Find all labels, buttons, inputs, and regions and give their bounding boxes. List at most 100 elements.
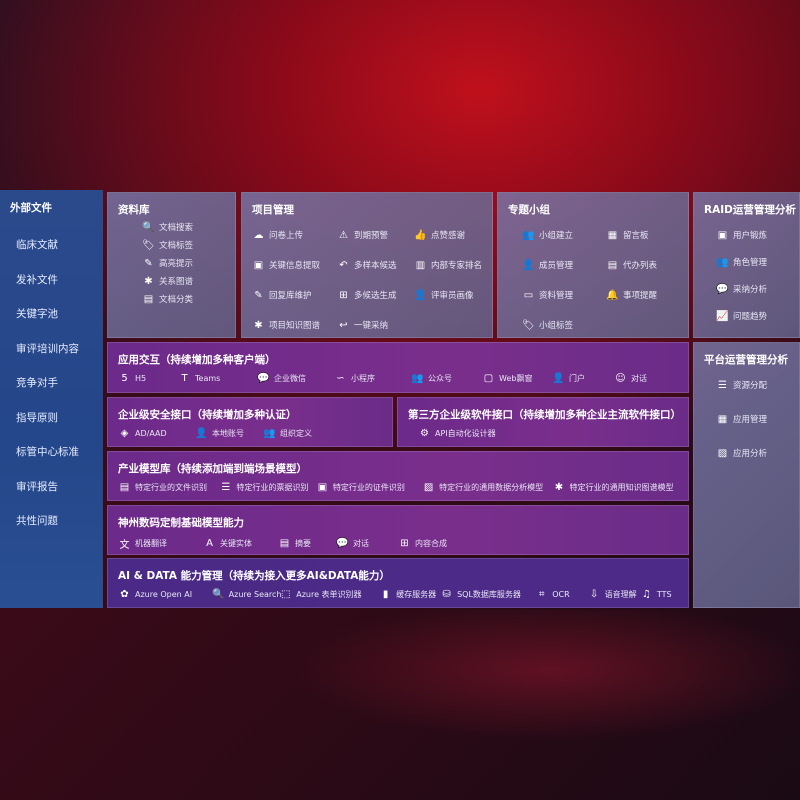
feature-reply-all[interactable]: ↶ 多样本候选 [337, 259, 397, 272]
feature-label: 特定行业的证件识别 [332, 483, 405, 492]
feature-receipt[interactable]: ☰ 特定行业的票据识别 [219, 482, 316, 493]
feature-clipboard[interactable]: ▤ 代办列表 [606, 259, 657, 272]
window-icon: ▢ [483, 373, 494, 384]
sidebar-item[interactable]: 发补文件 [16, 273, 58, 286]
feature-portal[interactable]: 👤 门户 [552, 373, 614, 384]
feature-label: 采纳分析 [733, 285, 768, 295]
feature-user[interactable]: 👤 评审员画像 [414, 289, 482, 302]
feature-tts[interactable]: ♫ TTS [640, 589, 678, 600]
feature-users[interactable]: 👥 小组建立 [522, 229, 573, 242]
feature-tag[interactable]: 🏷 文档标签 [142, 239, 193, 252]
feature-rank[interactable]: ▥ 内部专家排名 [414, 259, 482, 272]
project-title: 项目管理 [252, 204, 294, 216]
feature-label: TTS [656, 590, 672, 599]
feature-gear[interactable]: ⚙ API自动化设计器 [418, 428, 568, 439]
feature-pen[interactable]: ✎ 回复库维护 [252, 289, 320, 302]
feature-window[interactable]: ▣ 关键信息提取 [252, 259, 320, 272]
sidebar-item[interactable]: 审评培训内容 [16, 342, 79, 355]
feature-translate[interactable]: 文机器翻译 [118, 536, 203, 551]
group-title: 专题小组 [508, 204, 550, 216]
feature-label: 机器翻译 [135, 539, 167, 548]
feature-html5[interactable]: 5 H5 [118, 373, 178, 384]
feature-label: 角色管理 [733, 258, 768, 268]
feature-file[interactable]: ▤ 特定行业的文件识别 [118, 482, 219, 493]
feature-puzzle[interactable]: ⊞ 多候选生成 [337, 289, 396, 302]
feature-search-doc[interactable]: 🔍 Azure Search [212, 589, 281, 600]
feature-ocr[interactable]: ⌗ OCR [535, 589, 587, 600]
feature-cache-server[interactable]: ▮ 缓存服务器 [379, 589, 440, 600]
window-icon: ▣ [253, 259, 264, 271]
reply-icon: ↩ [339, 319, 348, 331]
openai-icon: ✿ [120, 589, 129, 600]
feature-teams[interactable]: T Teams [178, 373, 257, 384]
feature-chart[interactable]: ▨ 应用分析 [716, 447, 768, 460]
feature-graph[interactable]: ✱ 关系图谱 [142, 275, 193, 288]
doc-icon: ▤ [143, 293, 154, 305]
feature-org[interactable]: 👥 组织定义 [263, 428, 343, 439]
industry-title: 产业模型库（持续添加端到端场景模型） [118, 463, 307, 475]
sidebar-item[interactable]: 竞争对手 [16, 377, 58, 389]
feature-label: AD/AAD [135, 429, 167, 438]
sidebar-item[interactable]: 标管中心标准 [16, 446, 79, 458]
feature-thumbs-up[interactable]: 👍 点赞感谢 [414, 229, 482, 242]
feature-speech[interactable]: ⇩ 语音理解 [588, 589, 640, 600]
feature-window[interactable]: ▢ Web飘窗 [482, 373, 552, 384]
feature-form-recognizer[interactable]: ⬚ Azure 表单识别器 [279, 589, 379, 600]
chart-icon: ▨ [717, 447, 728, 459]
feature-apps[interactable]: ▦ 应用管理 [716, 413, 767, 426]
sidebar-item[interactable]: 审评报告 [16, 480, 58, 493]
feature-file-search[interactable]: 🔍 文档搜索 [142, 221, 193, 234]
feature-users[interactable]: 👥 公众号 [411, 373, 482, 384]
tag-icon: 🏷 [142, 239, 155, 251]
feature-summary[interactable]: ▤ 摘要 [278, 536, 336, 551]
feature-graph[interactable]: ✱ 特定行业的通用知识图谱模型 [552, 482, 678, 493]
feature-checklist[interactable]: ☰ 资源分配 [716, 379, 767, 392]
feature-chat[interactable]: 💬 对话 [336, 536, 398, 551]
pen-icon: ✎ [254, 289, 263, 301]
feature-pen[interactable]: ✎ 高亮提示 [142, 257, 193, 270]
graph-icon: ✱ [554, 482, 564, 493]
feature-trend[interactable]: 📈 问题趋势 [716, 310, 768, 323]
external-files-sidebar: 外部文件 临床文献 发补文件 关键字池 审评培训内容 竞争对手 指导原则 标管中心标准 审评报… [0, 190, 103, 608]
feature-qa[interactable]: 💬 采纳分析 [716, 283, 768, 296]
feature-alarm[interactable]: ⚠ 到期预警 [337, 229, 397, 242]
ai-data-panel: AI & DATA 能力管理（持续为接入更多AI&DATA能力） ✿ Azure … [107, 558, 689, 608]
feature-reply[interactable]: ↩ 一键采纳 [337, 319, 397, 332]
feature-doc[interactable]: ▤ 文档分类 [142, 293, 193, 306]
feature-label: Azure 表单识别器 [296, 590, 362, 599]
feature-openai[interactable]: ✿ Azure Open AI [118, 589, 212, 600]
feature-image[interactable]: ▨ 特定行业的通用数据分析模型 [422, 482, 552, 493]
feature-user-lock[interactable]: 👤 本地账号 [195, 428, 263, 439]
raid-panel: RAID运营管理分析 ▣ 用户锻炼 👥 角色管理 💬 采纳分析 📈 问题趋势 [693, 192, 800, 338]
feature-bell[interactable]: 🔔 事项提醒 [606, 289, 657, 302]
feature-label: 应用分析 [733, 449, 768, 459]
feature-cloud-upload[interactable]: ☁ 问卷上传 [252, 229, 320, 242]
feature-id-card[interactable]: ▣ 用户锻炼 [716, 229, 767, 242]
feature-user-add[interactable]: 👤 成员管理 [522, 259, 573, 272]
sidebar-item[interactable]: 临床文献 [16, 239, 58, 251]
file-icon: ▤ [119, 482, 130, 493]
sidebar-item[interactable]: 共性问题 [16, 515, 58, 527]
feature-miniprogram[interactable]: ∽ 小程序 [334, 373, 411, 384]
feature-tag[interactable]: 🏷 小组标签 [522, 319, 573, 332]
feature-database[interactable]: ⛁ SQL数据库服务器 [440, 589, 535, 600]
miniprogram-icon: ∽ [336, 373, 345, 384]
feature-id-card[interactable]: ▣ 特定行业的证件识别 [316, 482, 422, 493]
sidebar-item[interactable]: 指导原则 [16, 411, 58, 424]
puzzle-icon: ⊞ [400, 538, 409, 549]
feature-bbs[interactable]: ▦ 留言板 [606, 229, 657, 242]
feature-label: 问题趋势 [733, 312, 768, 322]
feature-folder[interactable]: ▭ 资料管理 [522, 289, 573, 302]
floor-reflection [300, 610, 800, 800]
feature-entity[interactable]: A 关键实体 [203, 536, 278, 551]
sidebar-item[interactable]: 关键字池 [16, 308, 58, 320]
feature-label: 多样本候选 [354, 261, 397, 271]
user-lock-icon: 👤 [195, 428, 208, 439]
user-add-icon: 👤 [522, 259, 535, 271]
feature-diamond[interactable]: ◈ AD/AAD [118, 428, 195, 439]
feature-graph[interactable]: ✱ 项目知识图谱 [252, 319, 320, 332]
feature-puzzle[interactable]: ⊞ 内容合成 [398, 536, 478, 551]
feature-chat[interactable]: ☺ 对话 [614, 373, 674, 384]
feature-wechat[interactable]: 💬 企业微信 [257, 373, 334, 384]
feature-users[interactable]: 👥 角色管理 [716, 256, 768, 269]
